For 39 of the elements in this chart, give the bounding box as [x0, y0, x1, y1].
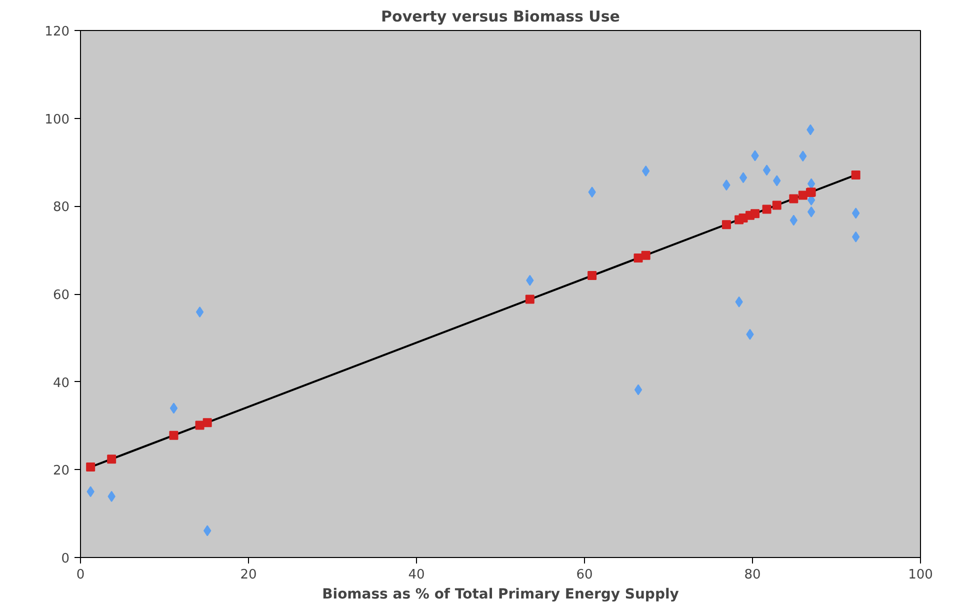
chart-title: Poverty versus Biomass Use [381, 8, 620, 26]
y-tick-label: 60 [52, 288, 70, 303]
point [739, 172, 748, 184]
x-tick-label: 0 [76, 568, 85, 582]
point [107, 454, 116, 464]
y-tick-label: 40 [52, 376, 70, 391]
x-tick-label: 20 [240, 568, 257, 582]
point [195, 420, 204, 430]
point [86, 462, 96, 472]
point [852, 208, 860, 219]
point [807, 178, 816, 190]
point [762, 164, 771, 176]
point [807, 206, 816, 218]
x-tick-label: 60 [576, 568, 593, 582]
y-tick-label: 80 [52, 200, 70, 216]
x-tick-label: 80 [744, 568, 761, 582]
x-tick-label: 100 [908, 568, 933, 582]
y-tick-label: 20 [52, 464, 70, 479]
point [525, 294, 534, 304]
point [634, 384, 642, 396]
x-tick-label: 40 [408, 568, 425, 582]
x-axis-title: Biomass as % of Total Primary Energy Supply [322, 586, 679, 602]
point [852, 231, 860, 242]
point [202, 418, 212, 428]
point [641, 250, 650, 260]
point [772, 200, 782, 210]
point [722, 220, 731, 230]
point [750, 209, 760, 218]
y-tick-label: 120 [44, 24, 70, 40]
point [642, 166, 650, 177]
point [588, 271, 597, 280]
point [170, 402, 178, 414]
point [196, 306, 204, 318]
point [851, 170, 860, 180]
y-tick-label: 100 [44, 112, 70, 128]
y-tick-label: 0 [61, 552, 70, 566]
point [169, 430, 178, 440]
point [789, 194, 798, 204]
point [762, 204, 772, 214]
